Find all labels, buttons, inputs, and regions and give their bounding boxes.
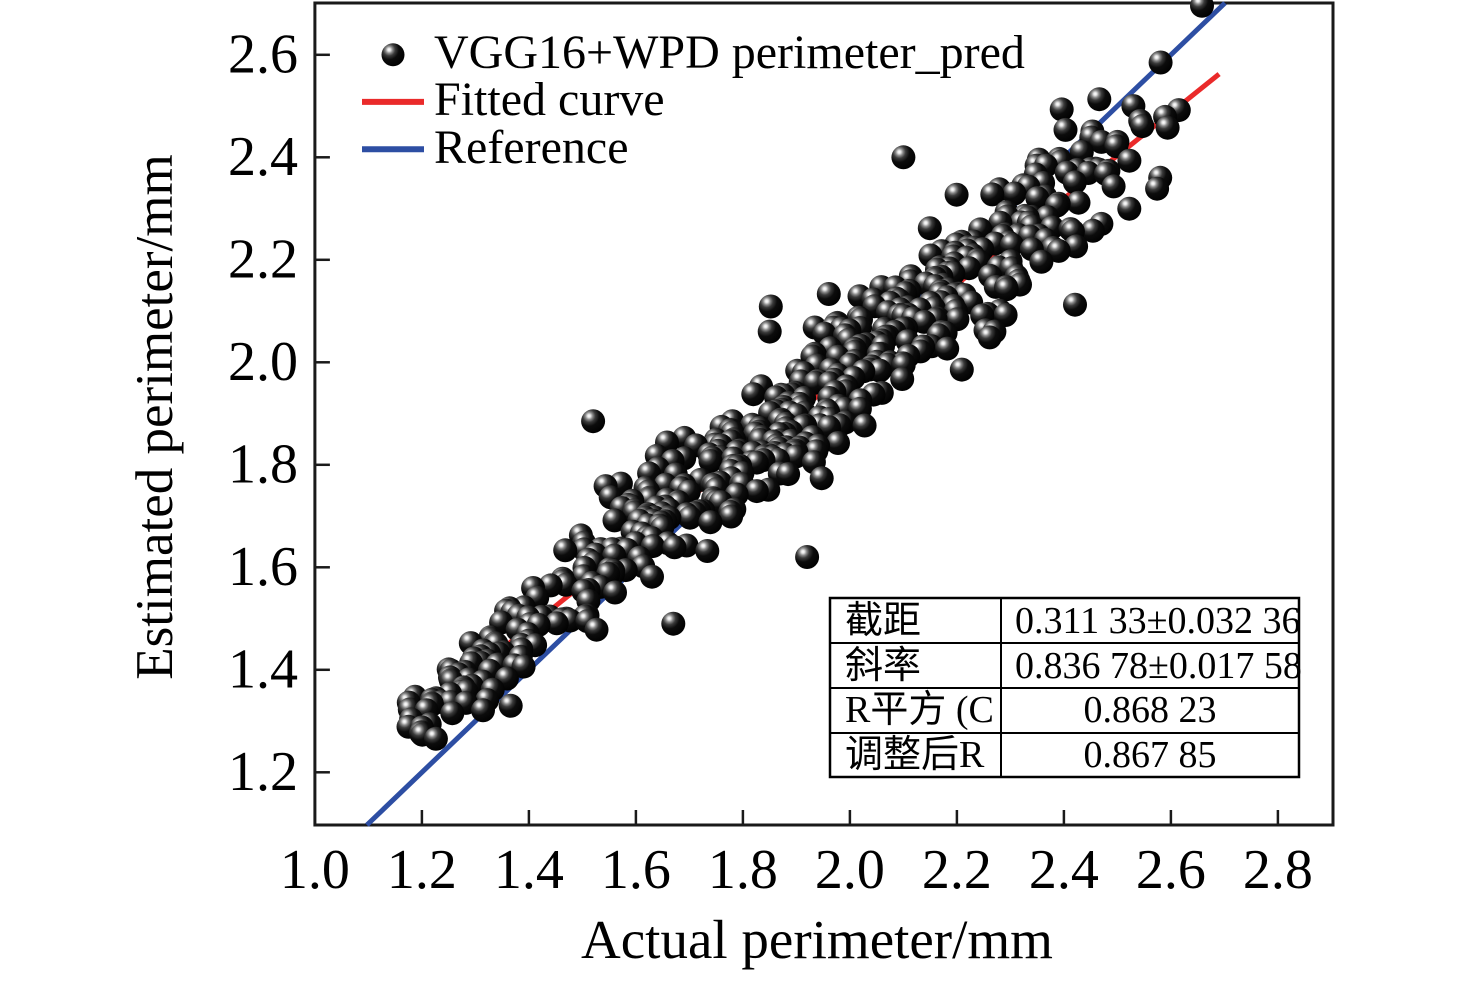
svg-text:1.4: 1.4 (228, 639, 298, 701)
svg-text:2.0: 2.0 (815, 839, 885, 901)
svg-text:1.0: 1.0 (280, 839, 350, 901)
svg-text:Actual perimeter/mm: Actual perimeter/mm (581, 909, 1053, 970)
svg-text:2.6: 2.6 (1136, 839, 1206, 901)
svg-text:Reference: Reference (434, 121, 629, 174)
svg-text:2.0: 2.0 (228, 331, 298, 393)
svg-text:1.8: 1.8 (708, 839, 778, 901)
svg-text:2.4: 2.4 (228, 126, 298, 188)
svg-text:1.2: 1.2 (387, 839, 457, 901)
svg-text:R平方 (C: R平方 (C (845, 689, 994, 731)
svg-text:2.6: 2.6 (228, 24, 298, 86)
svg-text:2.2: 2.2 (228, 229, 298, 291)
svg-text:Fitted curve: Fitted curve (434, 73, 665, 126)
svg-text:截距: 截距 (845, 600, 921, 642)
svg-text:VGG16+WPD perimeter_pred: VGG16+WPD perimeter_pred (434, 26, 1025, 79)
svg-text:1.8: 1.8 (228, 434, 298, 496)
svg-text:2.8: 2.8 (1243, 839, 1313, 901)
svg-text:2.4: 2.4 (1029, 839, 1099, 901)
svg-text:Estimated perimeter/mm: Estimated perimeter/mm (126, 154, 184, 679)
svg-text:1.6: 1.6 (228, 536, 298, 598)
svg-text:1.6: 1.6 (601, 839, 671, 901)
svg-text:1.4: 1.4 (494, 839, 564, 901)
svg-text:调整后R: 调整后R (845, 734, 985, 776)
svg-text:斜率: 斜率 (845, 645, 921, 687)
svg-text:0.867 85: 0.867 85 (1084, 734, 1217, 776)
svg-text:0.836 78±0.017 58: 0.836 78±0.017 58 (1015, 645, 1302, 687)
svg-text:0.311 33±0.032 36: 0.311 33±0.032 36 (1015, 600, 1300, 642)
svg-text:1.2: 1.2 (228, 741, 298, 803)
svg-text:0.868 23: 0.868 23 (1084, 689, 1217, 731)
svg-text:2.2: 2.2 (922, 839, 992, 901)
